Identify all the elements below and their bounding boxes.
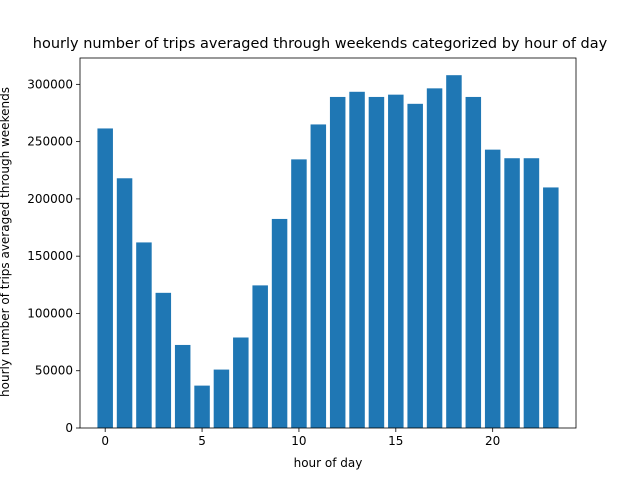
bar-hour-5: [194, 385, 210, 428]
bar-hour-16: [407, 103, 423, 428]
y-tick-label: 200000: [27, 192, 73, 206]
bar-hour-3: [155, 292, 172, 428]
bar-hour-4: [174, 344, 191, 428]
y-tick-label: 300000: [27, 77, 73, 91]
chart-title: hourly number of trips averaged through …: [33, 36, 608, 52]
bar-hour-17: [426, 88, 443, 429]
x-axis-label: hour of day: [294, 456, 363, 470]
y-tick-label: 0: [65, 421, 73, 435]
bar-hour-20: [484, 149, 501, 428]
y-axis-label: hourly number of trips averaged through …: [0, 87, 12, 397]
bar-hour-11: [310, 124, 327, 428]
plot-frame: [79, 57, 577, 429]
bar-hour-7: [233, 337, 249, 428]
bar-hour-14: [368, 96, 385, 429]
x-tick-label: 20: [485, 434, 500, 448]
y-tick-label: 100000: [27, 306, 73, 320]
bar-hour-0: [97, 128, 113, 428]
x-axis-ticks: 0 5 10 15 20: [101, 428, 500, 448]
bar-hour-23: [543, 187, 559, 428]
bar-hour-18: [446, 75, 462, 428]
bars-group: [97, 75, 559, 429]
bar-hour-15: [388, 94, 404, 429]
x-tick-label: 5: [198, 434, 206, 448]
x-tick-label: 0: [101, 434, 109, 448]
bar-hour-13: [349, 91, 365, 428]
bar-hour-21: [504, 158, 520, 429]
bar-hour-2: [136, 242, 152, 428]
bar-hour-12: [329, 96, 346, 429]
bar-hour-8: [252, 285, 268, 428]
x-tick-label: 15: [388, 434, 403, 448]
bar-hour-1: [116, 178, 133, 428]
bar-hour-9: [271, 218, 288, 428]
bar-hour-6: [213, 369, 230, 428]
y-axis-ticks: 0 50000 100000 150000 200000 250000 300000: [27, 77, 80, 435]
bar-hour-22: [523, 158, 540, 429]
y-tick-label: 150000: [27, 249, 73, 263]
bar-hour-10: [291, 159, 307, 428]
y-tick-label: 250000: [27, 135, 73, 149]
y-tick-label: 50000: [35, 364, 73, 378]
bar-hour-19: [465, 96, 482, 429]
x-tick-label: 10: [291, 434, 306, 448]
